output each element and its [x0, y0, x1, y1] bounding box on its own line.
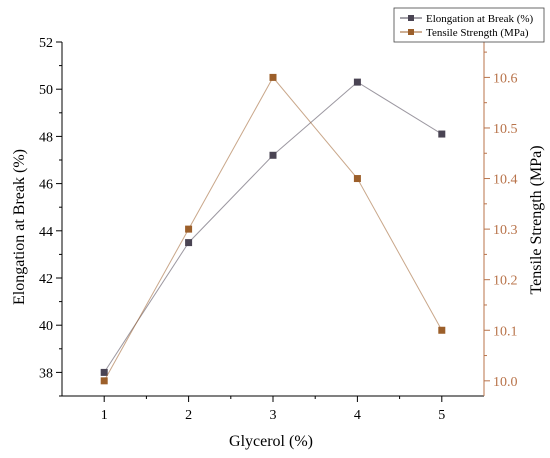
data-point — [185, 239, 193, 247]
legend: Elongation at Break (%) Tensile Strength … — [393, 7, 545, 43]
y-right-tick-label: 10.0 — [493, 375, 518, 390]
y-right-tick-label: 10.3 — [493, 223, 518, 238]
data-point — [100, 368, 108, 376]
x-tick-label: 3 — [270, 408, 277, 423]
series-line — [103, 81, 443, 373]
y-right-tick-label: 10.2 — [493, 274, 518, 289]
data-point — [438, 326, 446, 334]
legend-label: Tensile Strength (MPa) — [426, 27, 529, 39]
y-left-tick-label: 50 — [39, 83, 53, 98]
y-left-tick-label: 48 — [39, 130, 53, 145]
data-point — [438, 130, 446, 138]
series-2 — [100, 73, 446, 385]
y-right-tick-label: 10.6 — [493, 71, 518, 86]
data-point — [269, 73, 277, 81]
legend-label: Elongation at Break (%) — [426, 13, 534, 25]
y-right-tick-label: 10.5 — [493, 122, 518, 137]
data-point — [353, 78, 361, 86]
plot-area — [100, 73, 446, 385]
legend-box — [393, 7, 545, 43]
y-left-tick-label: 38 — [39, 366, 53, 381]
series-line — [103, 76, 443, 382]
series-1 — [100, 78, 446, 376]
y-right-tick-label: 10.4 — [493, 173, 518, 188]
y-left-tick-label: 42 — [39, 272, 53, 287]
data-point — [185, 225, 193, 233]
data-point — [100, 377, 108, 385]
x-axis-label: Glycerol (%) — [229, 433, 313, 450]
x-tick-label: 1 — [101, 408, 108, 423]
x-tick-label: 5 — [438, 408, 445, 423]
data-point — [353, 175, 361, 183]
data-point — [269, 151, 277, 159]
x-tick-label: 2 — [185, 408, 192, 423]
y-left-tick-label: 40 — [39, 319, 53, 334]
y-right-tick-label: 10.1 — [493, 324, 518, 339]
axes: 1 2 3 4 5 38 40 42 44 46 48 50 52 10.0 10.1 10.2 10.3 10.… — [39, 36, 518, 423]
y-left-tick-label: 44 — [39, 225, 53, 240]
y-left-tick-label: 46 — [39, 178, 53, 193]
x-tick-label: 4 — [354, 408, 361, 423]
y-axis-left-label: Elongation at Break (%) — [11, 149, 28, 305]
legend-marker — [408, 15, 414, 21]
y-axis-right-label: Tensile Strength (MPa) — [528, 145, 545, 294]
legend-marker — [408, 29, 414, 35]
y-left-tick-label: 52 — [39, 36, 53, 51]
